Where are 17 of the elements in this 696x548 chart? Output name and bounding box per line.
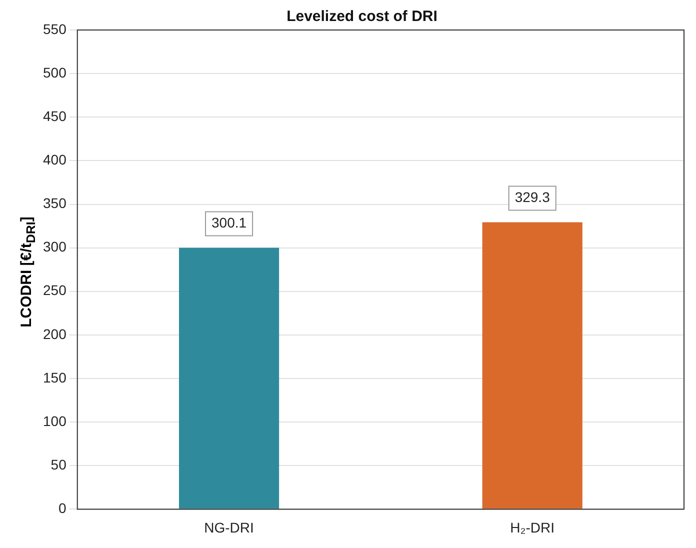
- y-tick-label: 550: [43, 20, 67, 37]
- y-tick-label: 100: [43, 412, 67, 429]
- chart-title: Levelized cost of DRI: [286, 8, 438, 26]
- data-label: 300.1: [211, 214, 247, 231]
- x-tick-label: H₂-DRI: [510, 519, 555, 536]
- y-tick-label: 0: [58, 500, 67, 516]
- y-tick-label: 400: [43, 152, 67, 168]
- y-tick-label: 250: [43, 282, 67, 298]
- y-tick-label: 500: [43, 64, 67, 80]
- x-tick-label: NG-DRI: [204, 519, 254, 536]
- data-label: 329.3: [514, 189, 550, 206]
- y-tick-label: 150: [43, 369, 67, 386]
- y-tick-label: 450: [43, 108, 67, 124]
- y-tick-label: 200: [43, 326, 67, 342]
- y-tick-label: 300: [43, 238, 67, 255]
- y-tick-label: 50: [50, 456, 67, 472]
- y-tick-label: 350: [43, 195, 67, 212]
